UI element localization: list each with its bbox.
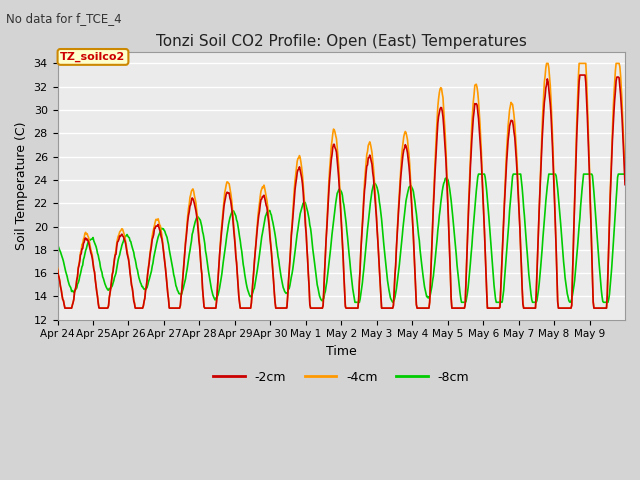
X-axis label: Time: Time bbox=[326, 345, 356, 358]
Legend: -2cm, -4cm, -8cm: -2cm, -4cm, -8cm bbox=[209, 366, 474, 388]
Text: TZ_soilco2: TZ_soilco2 bbox=[60, 52, 125, 62]
Y-axis label: Soil Temperature (C): Soil Temperature (C) bbox=[15, 121, 28, 250]
Title: Tonzi Soil CO2 Profile: Open (East) Temperatures: Tonzi Soil CO2 Profile: Open (East) Temp… bbox=[156, 34, 527, 49]
Text: No data for f_TCE_4: No data for f_TCE_4 bbox=[6, 12, 122, 25]
